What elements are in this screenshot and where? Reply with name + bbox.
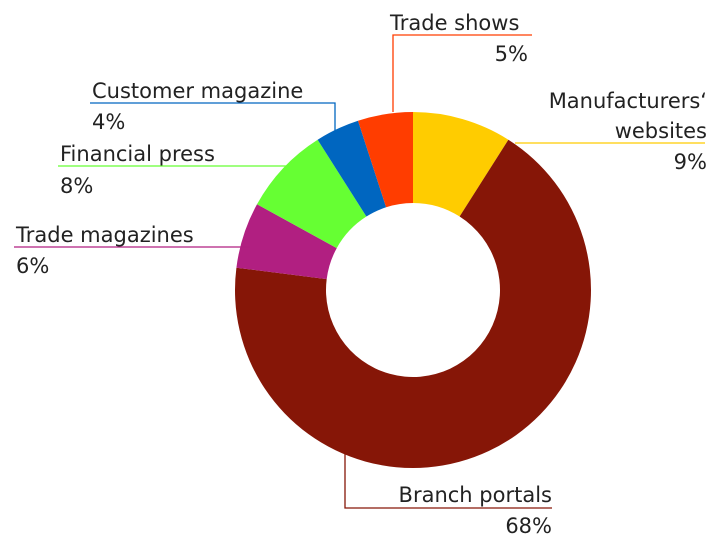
slices-group: [235, 112, 591, 468]
slice-label-trade-magazines: Trade magazines: [15, 223, 194, 247]
slice-label-branch-portals: Branch portals: [399, 483, 552, 507]
slice-financial-press: [257, 139, 367, 249]
slice-value-manufacturers-websites: 9%: [674, 150, 707, 174]
slice-label-financial-press: Financial press: [60, 142, 215, 166]
slice-trade-magazines: [236, 204, 337, 280]
leader-lines-group: [14, 34, 705, 509]
slice-label-trade-shows: Trade shows: [389, 11, 519, 35]
leader-line-branch-portals: [344, 450, 552, 509]
slice-label-customer-magazine: Customer magazine: [92, 79, 303, 103]
labels-group: Manufacturers‘ websites 9% Branch portals 68…: [15, 11, 707, 536]
leader-line-customer-magazine: [90, 102, 336, 134]
slice-value-trade-magazines: 6%: [16, 254, 49, 278]
slice-value-branch-portals: 68%: [505, 514, 552, 536]
slice-branch-portals: [235, 139, 591, 468]
slice-value-financial-press: 8%: [60, 174, 93, 198]
leader-line-trade-shows: [392, 34, 532, 112]
slice-customer-magazine: [317, 120, 387, 217]
slice-value-customer-magazine: 4%: [92, 110, 125, 134]
slice-label-manufacturers-websites-line-1: Manufacturers‘: [549, 89, 707, 113]
slice-manufacturers-websites: [413, 112, 509, 217]
slice-label-manufacturers-websites-line-2: websites: [615, 119, 707, 143]
slice-value-trade-shows: 5%: [495, 42, 528, 66]
slice-trade-shows: [357, 112, 413, 208]
